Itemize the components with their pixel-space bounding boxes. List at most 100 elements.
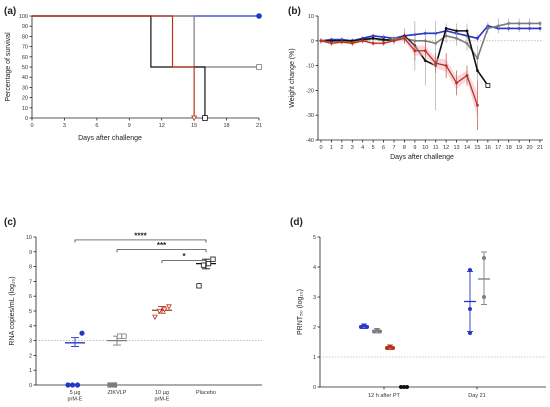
survival-line-grey bbox=[32, 15, 259, 68]
weight-point bbox=[538, 27, 542, 30]
data-point bbox=[468, 307, 472, 311]
x-tick-label: 10 bbox=[422, 145, 428, 151]
weight-point bbox=[517, 22, 521, 25]
data-point bbox=[79, 330, 85, 336]
weight-point bbox=[455, 29, 458, 33]
y-tick-label: -10 bbox=[306, 64, 314, 70]
weight-point bbox=[465, 41, 469, 45]
weight-end-marker bbox=[485, 83, 491, 88]
y-tick-label: 10 bbox=[308, 14, 314, 20]
y-tick-label: 80 bbox=[22, 34, 28, 40]
panel-b: (b) Days after challenge Weight change (… bbox=[288, 6, 543, 161]
category-label: 5 µg bbox=[70, 390, 81, 396]
data-point bbox=[156, 308, 163, 315]
panel-a-x-title: Days after challenge bbox=[78, 135, 142, 142]
x-tick-label: 0 bbox=[319, 145, 322, 151]
y-tick-label: 0 bbox=[25, 116, 28, 122]
y-tick-label: 60 bbox=[22, 55, 28, 61]
weight-point bbox=[455, 81, 458, 85]
data-point bbox=[362, 323, 366, 328]
panel-d-label: (d) bbox=[290, 217, 303, 228]
x-tick-label: 5 bbox=[372, 145, 375, 151]
data-point bbox=[385, 346, 389, 350]
data-point bbox=[111, 382, 118, 388]
weight-point bbox=[382, 41, 385, 45]
significance-stars: *** bbox=[157, 241, 167, 250]
x-tick-label: 17 bbox=[495, 145, 501, 151]
data-point bbox=[405, 385, 409, 389]
weight-point bbox=[465, 29, 469, 33]
y-tick-label: 8 bbox=[29, 265, 32, 271]
y-tick-label: 0 bbox=[29, 383, 32, 389]
y-tick-label: 2 bbox=[29, 353, 32, 359]
data-point bbox=[399, 385, 403, 389]
x-tick-label: 19 bbox=[516, 145, 522, 151]
y-tick-label: 4 bbox=[313, 265, 316, 271]
x-tick-label: 2 bbox=[340, 145, 343, 151]
y-tick-label: 7 bbox=[29, 279, 32, 285]
panel-d: (d) PRNT₅₀ (log₁₀) 0 1 2 3 4 5 12 h after PT Da… bbox=[290, 217, 546, 399]
survival-end-marker bbox=[256, 64, 262, 70]
x-tick-label: 9 bbox=[413, 145, 416, 151]
weight-point bbox=[507, 22, 511, 25]
x-tick-label: 3 bbox=[63, 123, 66, 129]
panel-a: (a) Days after challenge Percentage of s… bbox=[4, 6, 262, 142]
data-point bbox=[378, 329, 382, 334]
y-tick-label: 6 bbox=[29, 294, 32, 300]
weight-point bbox=[350, 41, 354, 45]
weight-point bbox=[538, 22, 542, 25]
y-tick-label: 3 bbox=[29, 339, 32, 345]
data-point bbox=[116, 333, 123, 339]
data-point bbox=[200, 262, 207, 268]
x-tick-label: 14 bbox=[464, 145, 470, 151]
y-tick-label: 2 bbox=[313, 325, 316, 331]
y-tick-label: 50 bbox=[22, 65, 28, 71]
weight-point bbox=[444, 34, 448, 38]
x-tick-label: 15 bbox=[191, 123, 197, 129]
category-label: prM-E bbox=[155, 397, 170, 403]
y-tick-label: 10 bbox=[22, 106, 28, 112]
weight-point bbox=[444, 27, 448, 30]
x-tick-label: 1 bbox=[330, 145, 333, 151]
data-point bbox=[210, 256, 216, 262]
weight-point bbox=[528, 22, 531, 25]
weight-line-blue bbox=[320, 25, 540, 42]
x-tick-label: 18 bbox=[506, 145, 512, 151]
x-tick-label: 21 bbox=[256, 123, 262, 129]
y-tick-label: 40 bbox=[22, 75, 28, 81]
weight-point bbox=[403, 36, 406, 40]
x-tick-label: 15 bbox=[474, 145, 480, 151]
category-label: 12 h after PT bbox=[368, 393, 400, 399]
data-point bbox=[482, 295, 486, 299]
weight-point bbox=[371, 36, 375, 40]
weight-point bbox=[413, 49, 417, 53]
y-tick-label: -20 bbox=[306, 88, 314, 94]
x-tick-label: 3 bbox=[351, 145, 354, 151]
x-tick-label: 20 bbox=[527, 145, 533, 151]
y-tick-label: 20 bbox=[22, 96, 28, 102]
significance-bracket bbox=[116, 249, 207, 253]
y-tick-label: 1 bbox=[313, 355, 316, 361]
y-tick-label: 30 bbox=[22, 85, 28, 91]
weight-point bbox=[392, 39, 396, 43]
category-label: Placebo bbox=[196, 390, 216, 396]
y-tick-label: 9 bbox=[29, 250, 32, 256]
y-tick-label: 5 bbox=[29, 309, 32, 315]
panel-a-label: (a) bbox=[4, 6, 16, 17]
data-point bbox=[468, 268, 472, 272]
significance-bracket bbox=[74, 239, 207, 243]
weight-point bbox=[465, 74, 469, 77]
data-point bbox=[482, 256, 486, 260]
y-tick-label: 1 bbox=[29, 368, 32, 374]
weight-point bbox=[361, 39, 365, 43]
y-tick-label: 0 bbox=[311, 39, 314, 45]
data-point bbox=[205, 261, 212, 267]
data-point bbox=[388, 344, 392, 349]
data-point bbox=[107, 382, 113, 388]
x-tick-label: 21 bbox=[537, 145, 543, 151]
y-tick-label: 4 bbox=[29, 324, 32, 330]
panel-c-axes bbox=[35, 237, 262, 386]
weight-point bbox=[476, 103, 479, 107]
y-tick-label: 10 bbox=[26, 235, 32, 241]
